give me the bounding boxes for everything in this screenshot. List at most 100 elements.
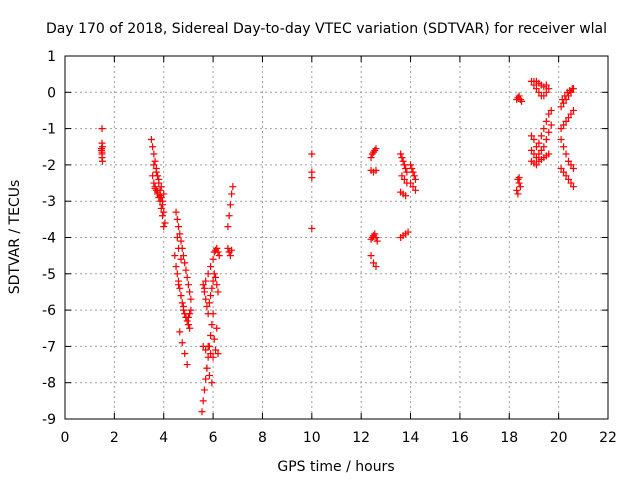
data-point [371, 230, 379, 238]
data-point [179, 302, 187, 310]
data-point [155, 175, 163, 183]
data-point [150, 179, 158, 187]
data-point [186, 324, 194, 332]
x-tick-label: 14 [402, 430, 420, 446]
data-point [207, 350, 215, 358]
data-point [560, 143, 568, 151]
data-point [569, 165, 577, 173]
x-tick-label: 4 [159, 430, 168, 446]
data-point [409, 183, 417, 191]
y-tick-label: -2 [42, 158, 56, 174]
data-point [199, 281, 207, 289]
y-tick-label: -5 [42, 267, 56, 283]
data-point [154, 188, 162, 196]
data-point [567, 179, 575, 187]
data-point [176, 230, 184, 238]
data-point [567, 161, 575, 169]
data-point [561, 92, 569, 100]
data-point [540, 125, 548, 133]
data-point [187, 306, 195, 314]
data-point [205, 371, 213, 379]
data-point [207, 263, 215, 271]
data-point [157, 183, 165, 191]
data-point [204, 310, 212, 318]
data-point [209, 255, 217, 263]
data-point [402, 165, 410, 173]
data-point [179, 252, 187, 260]
data-point [99, 157, 107, 165]
data-point [213, 281, 221, 289]
grid [65, 56, 608, 419]
data-point [177, 255, 185, 263]
data-point [208, 284, 216, 292]
data-point [229, 183, 237, 191]
data-point [547, 121, 555, 129]
data-point [407, 161, 415, 169]
data-point [215, 252, 223, 260]
data-point [562, 150, 570, 158]
data-point [156, 192, 164, 200]
data-point [186, 310, 194, 318]
x-tick-label: 0 [61, 430, 70, 446]
data-point [407, 179, 415, 187]
data-point [399, 157, 407, 165]
data-point [98, 125, 106, 133]
data-point [210, 335, 218, 343]
data-point [228, 246, 236, 254]
data-point [568, 85, 576, 93]
data-point [224, 223, 232, 231]
data-point [175, 244, 183, 252]
data-point [532, 85, 540, 93]
data-point [160, 190, 168, 198]
data-point [411, 186, 419, 194]
data-point [542, 135, 550, 143]
data-point [158, 212, 166, 220]
data-point [202, 346, 210, 354]
x-tick-label: 20 [550, 430, 568, 446]
data-point [558, 96, 566, 104]
data-point [537, 132, 545, 140]
data-point [183, 361, 191, 369]
data-point [557, 103, 565, 111]
data-point [226, 252, 234, 260]
data-point [176, 328, 184, 336]
data-point [557, 135, 565, 143]
data-point [175, 223, 183, 231]
data-point [372, 166, 380, 174]
data-point [402, 192, 410, 200]
data-point [560, 168, 568, 176]
data-point [409, 168, 417, 176]
data-point [408, 165, 416, 173]
data-point [518, 97, 526, 105]
data-point [209, 277, 217, 285]
data-point [187, 295, 195, 303]
y-tick-label: -8 [42, 376, 56, 392]
data-point [367, 154, 375, 162]
data-point [151, 184, 159, 192]
data-point [397, 150, 405, 158]
data-point [210, 270, 218, 278]
data-marks [98, 77, 577, 416]
data-point [178, 339, 186, 347]
data-point [530, 135, 538, 143]
data-point [565, 175, 573, 183]
data-point [172, 263, 180, 271]
y-tick-label: -6 [42, 303, 56, 319]
y-tick-label: -1 [42, 122, 56, 138]
data-point [177, 292, 185, 300]
data-point [182, 266, 190, 274]
data-point [199, 397, 207, 405]
data-point [515, 92, 523, 100]
data-point [204, 342, 212, 350]
data-point [225, 212, 233, 220]
data-point [202, 375, 210, 383]
data-point [149, 172, 157, 180]
data-point [209, 353, 217, 361]
data-point [160, 208, 168, 216]
data-point [513, 186, 521, 194]
data-point [150, 161, 158, 169]
data-point [214, 350, 222, 358]
data-point [173, 234, 181, 241]
data-point [542, 117, 550, 125]
